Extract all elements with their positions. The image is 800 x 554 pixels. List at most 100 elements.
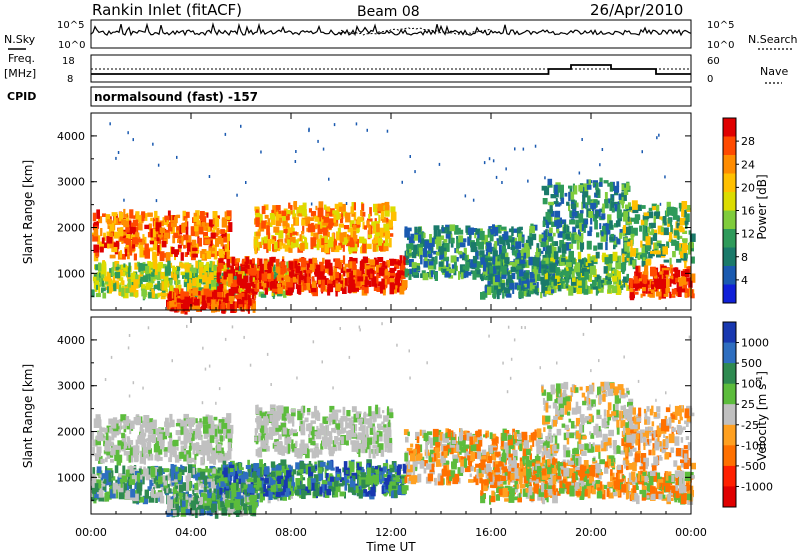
data-cell — [281, 412, 287, 421]
data-cell — [173, 216, 178, 224]
data-cell — [688, 230, 692, 235]
data-cell — [555, 202, 561, 207]
data-cell — [426, 272, 432, 278]
data-cell — [182, 210, 186, 221]
data-cell — [162, 263, 167, 269]
data-cell — [485, 251, 488, 256]
data-cell — [211, 299, 216, 309]
data-cell — [411, 251, 417, 259]
data-cell — [130, 465, 136, 473]
data-cell — [213, 265, 220, 272]
data-cell — [214, 302, 220, 312]
data-cell — [316, 265, 321, 274]
data-cell — [492, 224, 495, 234]
data-cell — [339, 437, 342, 441]
data-cell — [163, 232, 170, 239]
noise-right-tick-bottom: 10^0 — [707, 40, 734, 51]
data-cell — [559, 278, 565, 282]
data-cell — [630, 235, 634, 244]
data-cell — [201, 306, 207, 310]
data-cell — [319, 261, 324, 272]
data-cell — [565, 271, 570, 278]
data-cell — [106, 271, 112, 281]
data-cell — [504, 252, 509, 262]
data-cell — [358, 426, 363, 431]
y-tick-label: 2000 — [57, 222, 85, 235]
data-cell — [372, 243, 377, 252]
data-cell — [382, 410, 385, 414]
data-cell — [209, 240, 213, 246]
data-cell — [296, 284, 302, 294]
power-colorbar-label: Power [dB] — [755, 174, 769, 239]
data-speckle — [464, 194, 467, 198]
data-cell — [328, 266, 333, 276]
data-speckle — [495, 175, 498, 179]
data-cell — [227, 433, 233, 439]
data-cell — [568, 185, 573, 189]
data-cell — [154, 467, 159, 477]
data-cell — [429, 270, 433, 280]
data-cell — [508, 270, 513, 274]
data-cell — [278, 434, 282, 440]
data-cell — [213, 455, 217, 465]
data-cell — [231, 304, 237, 311]
data-cell — [682, 230, 688, 234]
data-cell — [160, 442, 165, 450]
data-cell — [608, 284, 612, 293]
data-cell — [377, 423, 382, 428]
data-cell — [676, 222, 680, 228]
data-cell — [590, 217, 593, 225]
data-cell — [184, 211, 190, 218]
data-cell — [594, 220, 598, 230]
data-speckle — [317, 139, 319, 143]
data-cell — [492, 250, 498, 260]
data-cell — [213, 270, 219, 276]
data-cell — [275, 211, 280, 221]
data-cell — [165, 252, 171, 263]
data-cell — [185, 218, 188, 228]
data-cell — [100, 477, 103, 484]
data-cell — [287, 214, 290, 220]
data-cell — [299, 234, 302, 242]
data-cell — [339, 232, 344, 242]
data-cell — [319, 423, 323, 429]
data-cell — [264, 287, 268, 295]
data-cell — [367, 243, 372, 250]
data-cell — [602, 203, 605, 214]
data-cell — [328, 419, 332, 426]
data-cell — [223, 289, 227, 298]
data-cell — [252, 303, 256, 313]
data-cell — [666, 279, 670, 287]
data-cell — [595, 188, 600, 196]
data-cell — [550, 279, 555, 284]
data-cell — [494, 285, 500, 291]
data-cell — [333, 427, 336, 434]
data-cell — [254, 279, 259, 283]
data-speckle — [483, 161, 486, 165]
data-cell — [274, 428, 278, 436]
colorbar-tick-label: 4 — [741, 274, 748, 287]
data-cell — [354, 227, 360, 233]
data-cell — [115, 449, 120, 455]
data-speckle — [127, 131, 129, 135]
data-cell — [329, 236, 334, 243]
data-cell — [598, 182, 603, 187]
data-cell — [123, 451, 129, 456]
data-cell — [527, 235, 534, 246]
data-cell — [263, 424, 268, 434]
data-cell — [144, 243, 149, 250]
data-cell — [200, 482, 205, 489]
data-cell — [618, 279, 622, 285]
data-cell — [170, 471, 175, 481]
data-cell — [170, 271, 174, 280]
data-speckle — [322, 147, 325, 151]
data-speckle — [578, 171, 581, 175]
data-cell — [274, 241, 278, 250]
data-cell — [389, 273, 396, 278]
data-cell — [192, 489, 195, 495]
data-cell — [448, 236, 451, 244]
data-cell — [176, 298, 183, 303]
data-cell — [215, 470, 218, 476]
data-cell — [287, 239, 290, 246]
data-cell — [326, 438, 332, 447]
